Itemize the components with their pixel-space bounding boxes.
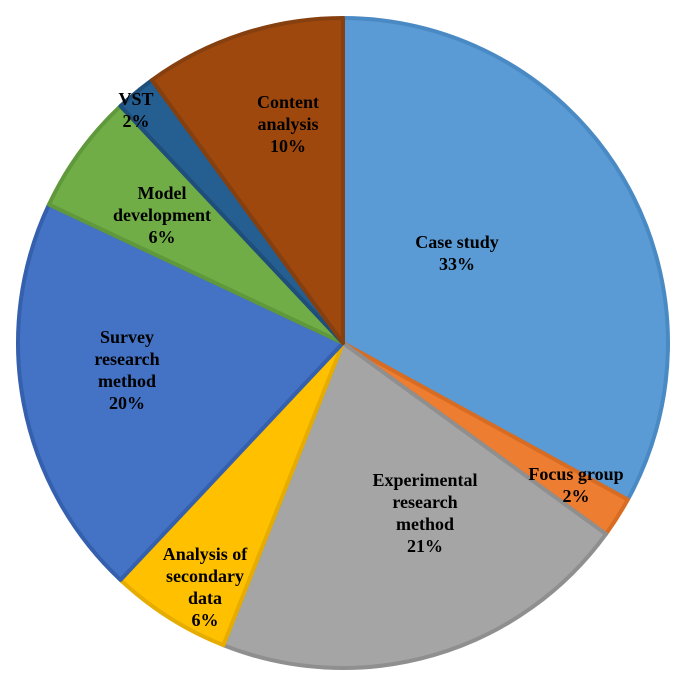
slice-label-model: Model development 6% (113, 183, 211, 247)
slice-label-line: 6% (149, 227, 176, 247)
slice-label-line: development (113, 205, 211, 225)
slice-label-vst: VST 2% (118, 89, 153, 131)
slice-label-survey: Survey research method 20% (94, 327, 159, 413)
pie-slice-case-study (341, 16, 670, 502)
slice-label-line: 2% (563, 486, 590, 506)
slice-label-line: Case study (415, 232, 499, 252)
slice-label-focus-group: Focus group 2% (528, 464, 623, 506)
pie-slice-analysis-of (118, 341, 345, 648)
slice-label-line: Model (138, 183, 187, 203)
slice-label-line: data (188, 588, 222, 608)
slice-label-analysis-of: Analysis of secondary data 6% (163, 544, 249, 630)
slice-label-case-study: Case study 33% (415, 232, 499, 274)
pie-slice-content (149, 16, 345, 345)
slice-label-line: 10% (270, 136, 306, 156)
slice-label-line: research (94, 349, 159, 369)
slice-label-line: 2% (123, 111, 150, 131)
slice-label-line: method (396, 514, 454, 534)
slice-label-line: 20% (109, 393, 145, 413)
slice-label-line: secondary (166, 566, 244, 586)
slice-label-line: Survey (100, 327, 154, 347)
slice-label-line: 6% (192, 610, 219, 630)
slice-label-line: 21% (407, 536, 443, 556)
slice-label-line: Content (257, 92, 319, 112)
slice-label-content: Content analysis 10% (257, 92, 319, 156)
pie-slice-survey (16, 202, 345, 582)
slice-label-line: Experimental (373, 470, 478, 490)
pie-slice-model (46, 104, 345, 345)
pie-slice-experimental (221, 341, 608, 670)
slice-label-line: 33% (439, 254, 475, 274)
slice-label-experimental: Experimental research method 21% (373, 470, 478, 556)
pie-labels: Case study 33%Focus group 2%Experimental re… (94, 89, 623, 630)
slice-label-line: research (392, 492, 457, 512)
slice-label-line: Focus group (528, 464, 623, 484)
slice-label-line: method (98, 371, 156, 391)
slice-label-line: Analysis of (163, 544, 249, 564)
slice-label-line: VST (118, 89, 153, 109)
pie-slices (16, 16, 670, 670)
slice-label-line: analysis (257, 114, 318, 134)
